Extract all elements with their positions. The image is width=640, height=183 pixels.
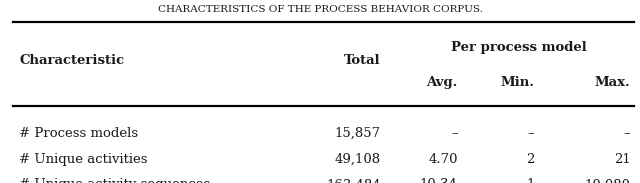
Text: 49,108: 49,108 <box>335 153 381 166</box>
Text: 10,080: 10,080 <box>584 178 630 183</box>
Text: # Unique activity sequences: # Unique activity sequences <box>19 178 211 183</box>
Text: –: – <box>451 127 458 140</box>
Text: 1: 1 <box>526 178 534 183</box>
Text: –: – <box>528 127 534 140</box>
Text: Avg.: Avg. <box>426 76 458 89</box>
Text: 21: 21 <box>614 153 630 166</box>
Text: Per process model: Per process model <box>451 41 586 54</box>
Text: 2: 2 <box>526 153 534 166</box>
Text: Min.: Min. <box>500 76 534 89</box>
Text: –: – <box>624 127 630 140</box>
Text: # Unique activities: # Unique activities <box>19 153 148 166</box>
Text: Characteristic: Characteristic <box>19 54 124 67</box>
Text: Total: Total <box>344 54 381 67</box>
Text: 15,857: 15,857 <box>335 127 381 140</box>
Text: 4.70: 4.70 <box>428 153 458 166</box>
Text: 163,484: 163,484 <box>326 178 381 183</box>
Text: 10.34: 10.34 <box>420 178 458 183</box>
Text: Max.: Max. <box>595 76 630 89</box>
Text: # Process models: # Process models <box>19 127 138 140</box>
Text: CHARACTERISTICS OF THE PROCESS BEHAVIOR CORPUS.: CHARACTERISTICS OF THE PROCESS BEHAVIOR … <box>157 5 483 14</box>
